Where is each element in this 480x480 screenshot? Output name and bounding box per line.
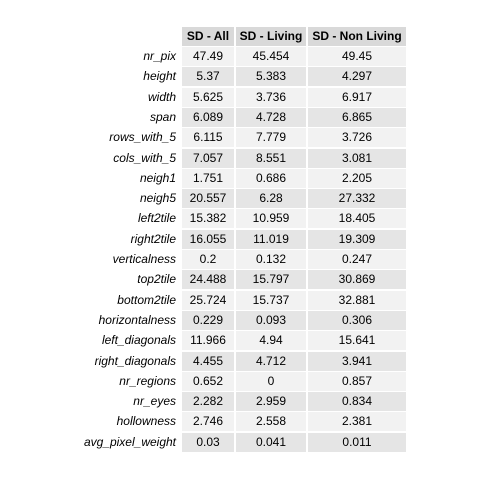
- table-cell: 5.625: [182, 87, 234, 107]
- row-label: height: [143, 69, 176, 84]
- table-cell: 8.551: [236, 148, 306, 168]
- row-label: nr_pix: [143, 49, 176, 63]
- column-header: SD - All: [182, 27, 234, 46]
- row-label: top2tile: [137, 272, 176, 287]
- table-cell: 10.959: [236, 209, 306, 229]
- table-cell: 25.724: [182, 290, 234, 310]
- table-cell: 11.019: [236, 229, 306, 249]
- table-cell: 16.055: [182, 229, 234, 249]
- table-cell: 0.686: [236, 168, 306, 188]
- table-cell: 7.779: [236, 128, 306, 148]
- table-cell: 19.309: [308, 229, 406, 249]
- table-cell: 2.746: [182, 412, 234, 432]
- table-cell: 32.881: [308, 290, 406, 310]
- table-cell: 30.869: [308, 270, 406, 290]
- table-cell: 3.736: [236, 87, 306, 107]
- row-label: right2tile: [130, 231, 176, 246]
- table-cell: 0.011: [308, 432, 406, 452]
- table-cell: 0.652: [182, 371, 234, 391]
- table-cell: 6.28: [236, 189, 306, 209]
- row-label: verticalness: [112, 252, 176, 266]
- table-cell: 6.115: [182, 128, 234, 148]
- table-cell: 0.306: [308, 310, 406, 330]
- table-cell: 2.282: [182, 392, 234, 412]
- table-cell: 0: [236, 371, 306, 391]
- table-cell: 47.49: [182, 47, 234, 66]
- table-cell: 27.332: [308, 189, 406, 209]
- table-cell: 5.383: [236, 67, 306, 87]
- table-cell: 15.641: [308, 331, 406, 351]
- table-cell: 45.454: [236, 47, 306, 66]
- table-cell: 5.37: [182, 67, 234, 87]
- row-label: rows_with_5: [109, 130, 176, 145]
- table-cell: 4.712: [236, 351, 306, 371]
- table-cell: 0.041: [236, 432, 306, 452]
- table-cell: 3.941: [308, 351, 406, 371]
- table-cell: 0.03: [182, 432, 234, 452]
- row-label: bottom2tile: [117, 292, 176, 307]
- table-cell: 15.797: [236, 270, 306, 290]
- row-label: horizontalness: [98, 312, 176, 327]
- row-label: nr_regions: [119, 373, 176, 388]
- table-cell: 4.94: [236, 331, 306, 351]
- table-cell: 24.488: [182, 270, 234, 290]
- row-label: right_diagonals: [94, 353, 176, 368]
- table-cell: 0.857: [308, 371, 406, 391]
- table-cell: 2.558: [236, 412, 306, 432]
- table-cell: 4.728: [236, 107, 306, 127]
- table-cell: 0.834: [308, 392, 406, 412]
- table-cell: 2.205: [308, 168, 406, 188]
- row-label: cols_with_5: [113, 150, 176, 165]
- table-cell: 6.865: [308, 107, 406, 127]
- table-cell: 3.726: [308, 128, 406, 148]
- table-cell: 0.247: [308, 250, 406, 269]
- table-cell: 18.405: [308, 209, 406, 229]
- row-label: span: [149, 109, 176, 124]
- table-cell: 4.455: [182, 351, 234, 371]
- column-header: SD - Non Living: [308, 27, 406, 46]
- row-label: neigh5: [139, 191, 176, 206]
- row-label: left2tile: [137, 211, 176, 226]
- table-cell: 2.381: [308, 412, 406, 432]
- table-cell: 6.917: [308, 87, 406, 107]
- table-cell: 3.081: [308, 148, 406, 168]
- row-label: hollowness: [116, 414, 176, 429]
- table-cell: 20.557: [182, 189, 234, 209]
- table-cell: 0.2: [182, 250, 234, 269]
- table-cell: 0.132: [236, 250, 306, 269]
- row-label: left_diagonals: [101, 333, 176, 348]
- row-label: width: [147, 89, 176, 104]
- row-label: nr_eyes: [133, 394, 176, 409]
- table-cell: 1.751: [182, 168, 234, 188]
- row-label: avg_pixel_weight: [83, 434, 176, 449]
- table-cell: 4.297: [308, 67, 406, 87]
- table-cell: 0.229: [182, 310, 234, 330]
- table-cell: 11.966: [182, 331, 234, 351]
- table-cell: 0.093: [236, 310, 306, 330]
- table-cell: 49.45: [308, 47, 406, 66]
- table-cell: 6.089: [182, 107, 234, 127]
- table-cell: 2.959: [236, 392, 306, 412]
- row-label: neigh1: [139, 170, 176, 185]
- table-cell: 15.382: [182, 209, 234, 229]
- table-cell: 7.057: [182, 148, 234, 168]
- table-cell: 15.737: [236, 290, 306, 310]
- column-header: SD - Living: [236, 27, 306, 46]
